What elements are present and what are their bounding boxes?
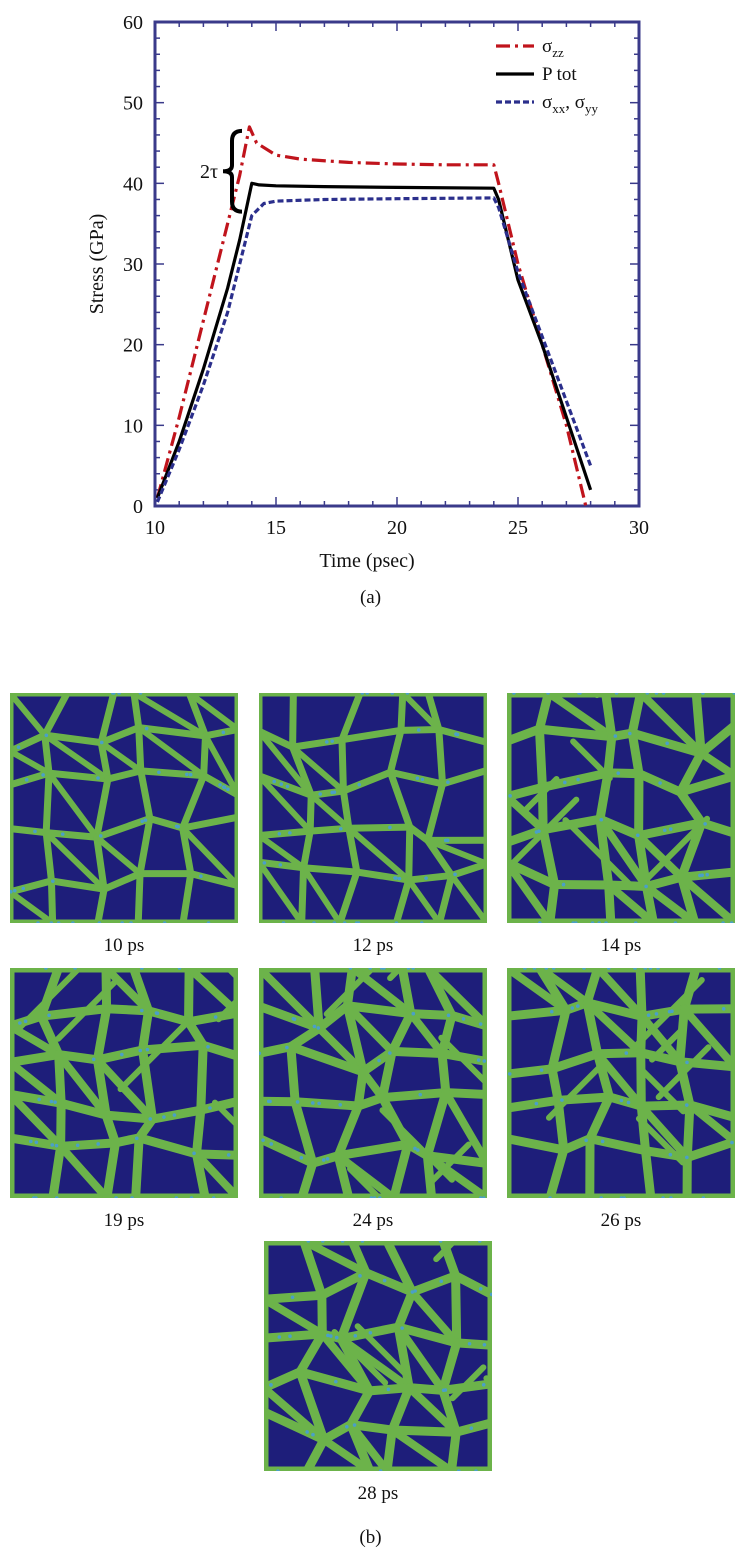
x-tick-label: 10: [145, 517, 165, 539]
grain-snapshot: [259, 968, 487, 1198]
x-tick-label: 25: [508, 517, 528, 539]
grain-snapshot: [259, 693, 487, 923]
y-tick-label: 0: [133, 496, 143, 518]
snapshot-caption: 28 ps: [357, 1483, 399, 1504]
y-tick-label: 20: [123, 335, 143, 357]
grain-snapshot: [264, 1241, 492, 1471]
y-tick-label: 50: [123, 93, 143, 115]
y-tick-label: 30: [123, 254, 143, 276]
panel-b-label: (b): [359, 1527, 382, 1548]
series-line-1: [155, 181, 593, 499]
x-axis-label: Time (psec): [319, 550, 414, 572]
grain-map-image: [507, 968, 735, 1198]
snapshot-caption: 26 ps: [600, 1210, 642, 1231]
x-tick-label: 15: [266, 517, 286, 539]
grain-map-image: [10, 693, 238, 923]
legend-label-0: σzz: [542, 36, 564, 60]
grain-map-image: [259, 968, 487, 1198]
y-tick-label: 40: [123, 173, 143, 195]
grain-snapshot: [10, 693, 238, 923]
series-line-2: [155, 196, 593, 503]
annotation-2tau: 2τ: [200, 161, 218, 183]
snapshot-caption: 19 ps: [103, 1210, 145, 1231]
snapshot-caption: 14 ps: [600, 935, 642, 956]
snapshot-caption: 24 ps: [352, 1210, 394, 1231]
grain-map-image: [507, 693, 735, 923]
y-tick-label: 10: [123, 415, 143, 437]
grain-map-image: [264, 1241, 492, 1471]
x-tick-label: 30: [629, 517, 649, 539]
grain-snapshot: [10, 968, 238, 1198]
legend-label-1: P tot: [542, 64, 577, 85]
snapshot-caption: 10 ps: [103, 935, 145, 956]
legend-label-2: σxx, σyy: [542, 92, 599, 116]
grain-snapshot: [507, 968, 735, 1198]
brace-annotation: [222, 128, 243, 214]
y-axis-label: Stress (GPa): [86, 214, 108, 315]
x-tick-label: 20: [387, 517, 407, 539]
snapshot-caption: 12 ps: [352, 935, 394, 956]
grain-map-image: [10, 968, 238, 1198]
grain-snapshot: [507, 693, 735, 923]
panel-a-label: (a): [359, 587, 382, 608]
grain-map-image: [259, 693, 487, 923]
y-tick-label: 60: [123, 12, 143, 34]
series-line-0: [155, 125, 588, 507]
